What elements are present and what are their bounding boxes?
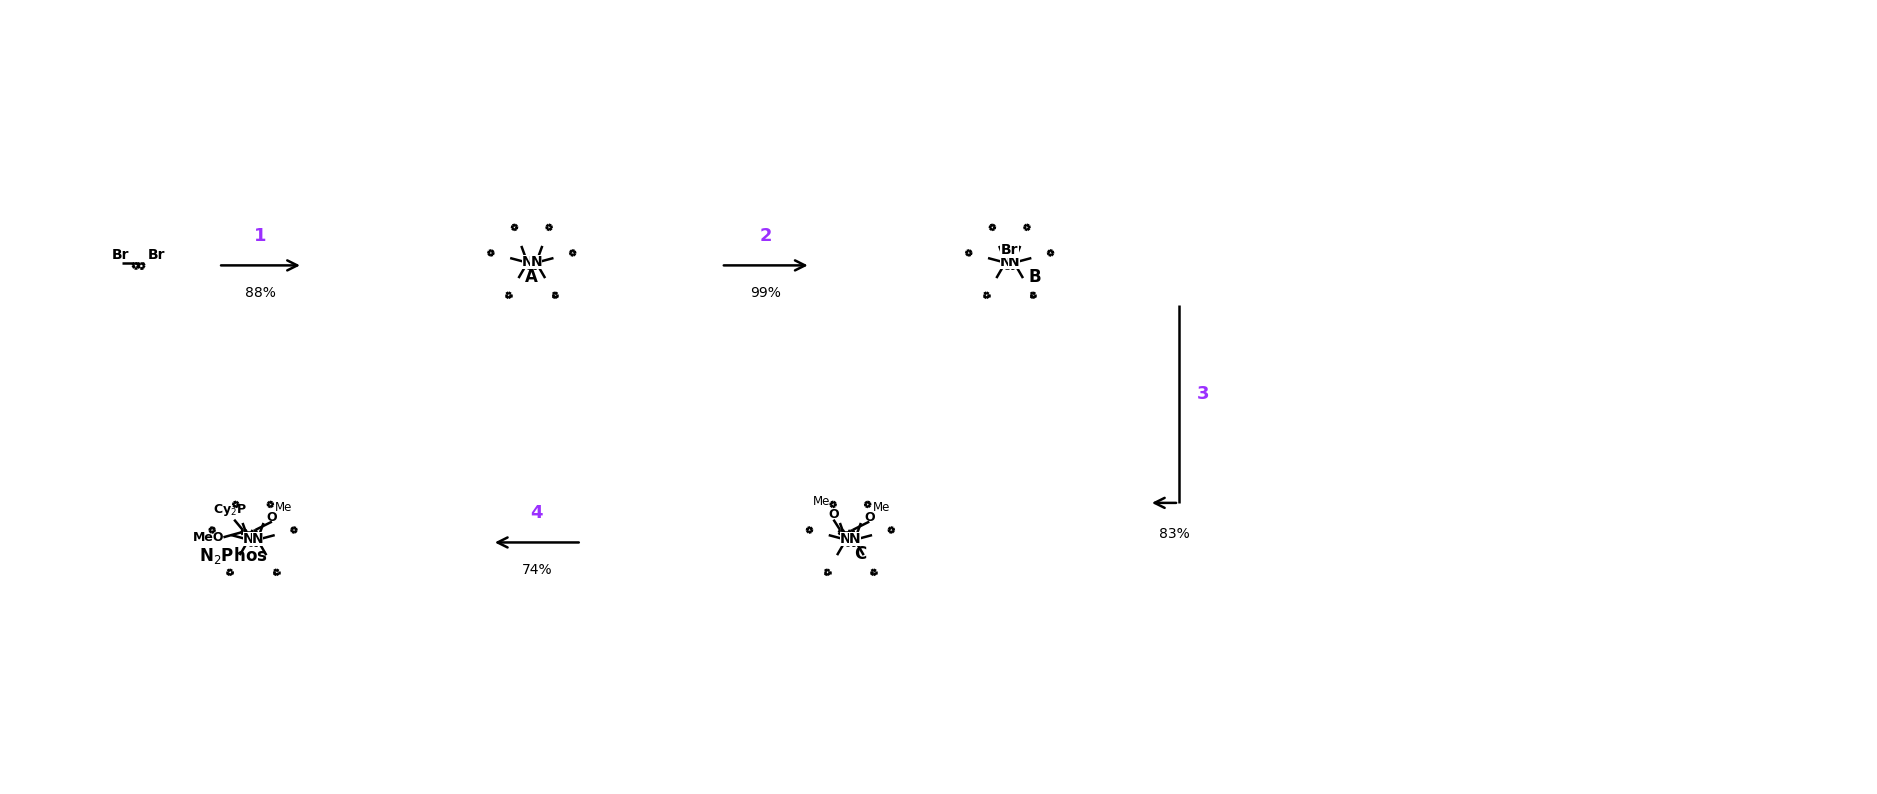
- Text: 74%: 74%: [522, 563, 552, 577]
- Text: 2: 2: [760, 227, 771, 245]
- Text: C: C: [854, 545, 867, 564]
- Text: N: N: [252, 532, 263, 545]
- Text: 99%: 99%: [751, 286, 781, 300]
- Text: Br: Br: [1000, 243, 1019, 257]
- Text: 3: 3: [1198, 385, 1209, 403]
- Text: N: N: [1008, 255, 1019, 268]
- Text: Me: Me: [276, 501, 293, 515]
- Text: N: N: [1000, 255, 1012, 268]
- Text: O: O: [828, 508, 839, 521]
- Text: A: A: [526, 268, 539, 287]
- Text: N$_2$Phos: N$_2$Phos: [199, 545, 267, 566]
- Text: 83%: 83%: [1158, 526, 1190, 541]
- Text: N: N: [841, 532, 852, 545]
- Text: N: N: [242, 532, 255, 545]
- Text: Br: Br: [148, 248, 165, 262]
- Text: 88%: 88%: [246, 286, 276, 300]
- Text: O: O: [267, 511, 278, 524]
- Text: 1: 1: [253, 227, 267, 245]
- Text: N: N: [848, 532, 860, 545]
- Text: N: N: [522, 255, 533, 268]
- Text: Me: Me: [873, 501, 890, 515]
- Text: MeO: MeO: [193, 530, 223, 544]
- Text: N: N: [531, 255, 542, 268]
- Text: Br: Br: [113, 248, 130, 262]
- Text: Me: Me: [813, 495, 830, 508]
- Text: 4: 4: [531, 503, 542, 522]
- Text: Cy$_2$P: Cy$_2$P: [214, 502, 248, 518]
- Text: B: B: [1029, 268, 1042, 287]
- Text: O: O: [863, 511, 875, 524]
